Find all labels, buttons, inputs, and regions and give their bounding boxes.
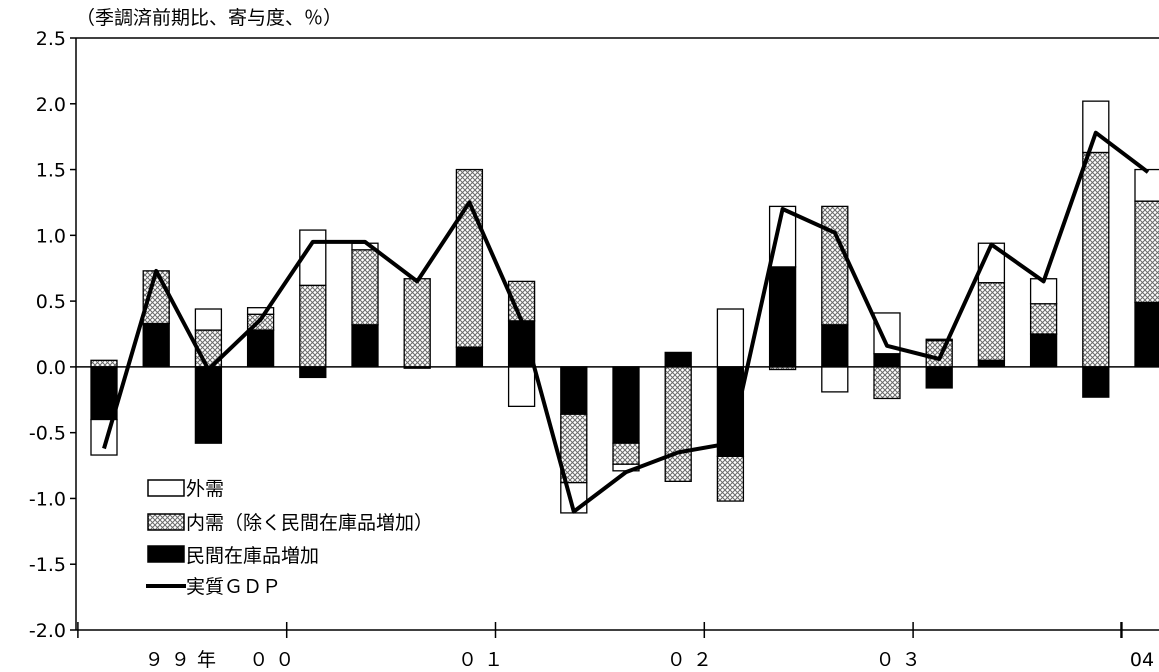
bar-domestic	[90, 359, 118, 368]
bar-inventory	[821, 324, 849, 368]
x-axis-label: 04	[1130, 649, 1154, 671]
bar-external	[90, 418, 118, 456]
bar-inventory	[351, 324, 379, 368]
bar-external	[821, 366, 849, 393]
bar-external	[246, 307, 275, 315]
bar-inventory	[612, 366, 640, 444]
bar-inventory	[1082, 366, 1110, 398]
bar-domestic	[821, 205, 849, 326]
legend-marker-external	[147, 479, 185, 497]
y-tick-label: 2.0	[36, 94, 66, 116]
y-tick-label: 0.0	[36, 357, 66, 379]
bar-external	[194, 308, 223, 331]
x-axis-label: ０	[275, 649, 294, 671]
y-tick-label: 0.5	[36, 291, 66, 313]
x-axis-label: ０	[458, 649, 477, 671]
bar-inventory	[768, 266, 797, 368]
x-axis-label: ３	[902, 649, 921, 671]
bar-inventory	[90, 366, 118, 421]
bar-domestic	[351, 249, 379, 326]
bars	[76, 100, 1159, 514]
bar-domestic	[403, 278, 431, 368]
x-axis-label: １	[484, 649, 503, 671]
unit-label: （季調済前期比、寄与度、％）	[76, 7, 342, 29]
y-tick-label: -2.0	[29, 620, 66, 642]
bar-domestic	[716, 455, 745, 502]
x-axis-label: 年	[197, 649, 216, 671]
legend-label-domestic: 内需（除く民間在庫品増加）	[186, 512, 433, 534]
bar-inventory	[1029, 333, 1058, 368]
bar-domestic	[455, 168, 484, 348]
y-tick-label: -1.5	[29, 554, 66, 576]
x-axis-label: ０	[249, 649, 268, 671]
bar-domestic	[1134, 200, 1159, 304]
bar-inventory	[977, 359, 1006, 368]
bar-external	[1134, 168, 1159, 202]
legend-label-external: 外需	[186, 478, 224, 500]
x-axis-label: ０	[876, 649, 895, 671]
bar-domestic	[560, 413, 588, 484]
legend-label-inventory: 民間在庫品増加	[186, 545, 319, 567]
gdp-line	[102, 130, 1150, 514]
bar-external	[507, 366, 536, 408]
bar-external	[925, 338, 953, 342]
legend-marker-inventory	[147, 545, 185, 563]
bar-inventory	[925, 366, 953, 389]
x-axis-label: ２	[693, 649, 712, 671]
legend-label-gdp: 実質ＧＤＰ	[186, 576, 281, 598]
bar-inventory	[873, 353, 901, 368]
y-tick-label: 2.5	[36, 28, 66, 50]
bar-inventory	[142, 322, 170, 368]
bar-inventory	[560, 366, 588, 415]
bar-domestic	[612, 442, 640, 465]
bar-inventory	[194, 366, 223, 444]
bar-external	[1082, 100, 1110, 154]
bar-external	[716, 308, 745, 368]
bar-inventory	[1134, 301, 1159, 368]
bar-domestic	[925, 339, 953, 368]
bar-domestic	[873, 366, 901, 400]
bar-inventory	[664, 351, 692, 368]
y-tick-label: 1.5	[36, 160, 66, 182]
x-axis-label: ０	[667, 649, 686, 671]
y-tick-label: -0.5	[29, 423, 66, 445]
gdp-line-group	[102, 130, 1150, 514]
bar-domestic	[977, 282, 1006, 361]
legend-marker-domestic	[147, 513, 185, 531]
bar-domestic	[664, 366, 692, 482]
x-axis: ９ ９ 年 ０ ０ ０ １ ０ ２ ０ ３ 04	[76, 622, 1159, 671]
bar-domestic	[1029, 303, 1058, 335]
bar-inventory	[455, 346, 484, 368]
bar-domestic	[1082, 151, 1110, 368]
x-axis-label: ９	[171, 649, 190, 671]
bar-domestic	[299, 284, 327, 368]
x-axis-label: ９	[145, 649, 164, 671]
bar-inventory	[299, 366, 327, 379]
y-tick-label: -1.0	[29, 488, 66, 510]
legend: 外需 内需（除く民間在庫品増加） 民間在庫品増加 実質ＧＤＰ	[146, 478, 433, 598]
bar-inventory	[246, 329, 275, 368]
y-axis: 2.5 2.0 1.5 1.0 0.5 0.0 -0.5 -1.0 -1.5 -2.0	[29, 28, 1159, 642]
y-tick-label: 1.0	[36, 225, 66, 247]
